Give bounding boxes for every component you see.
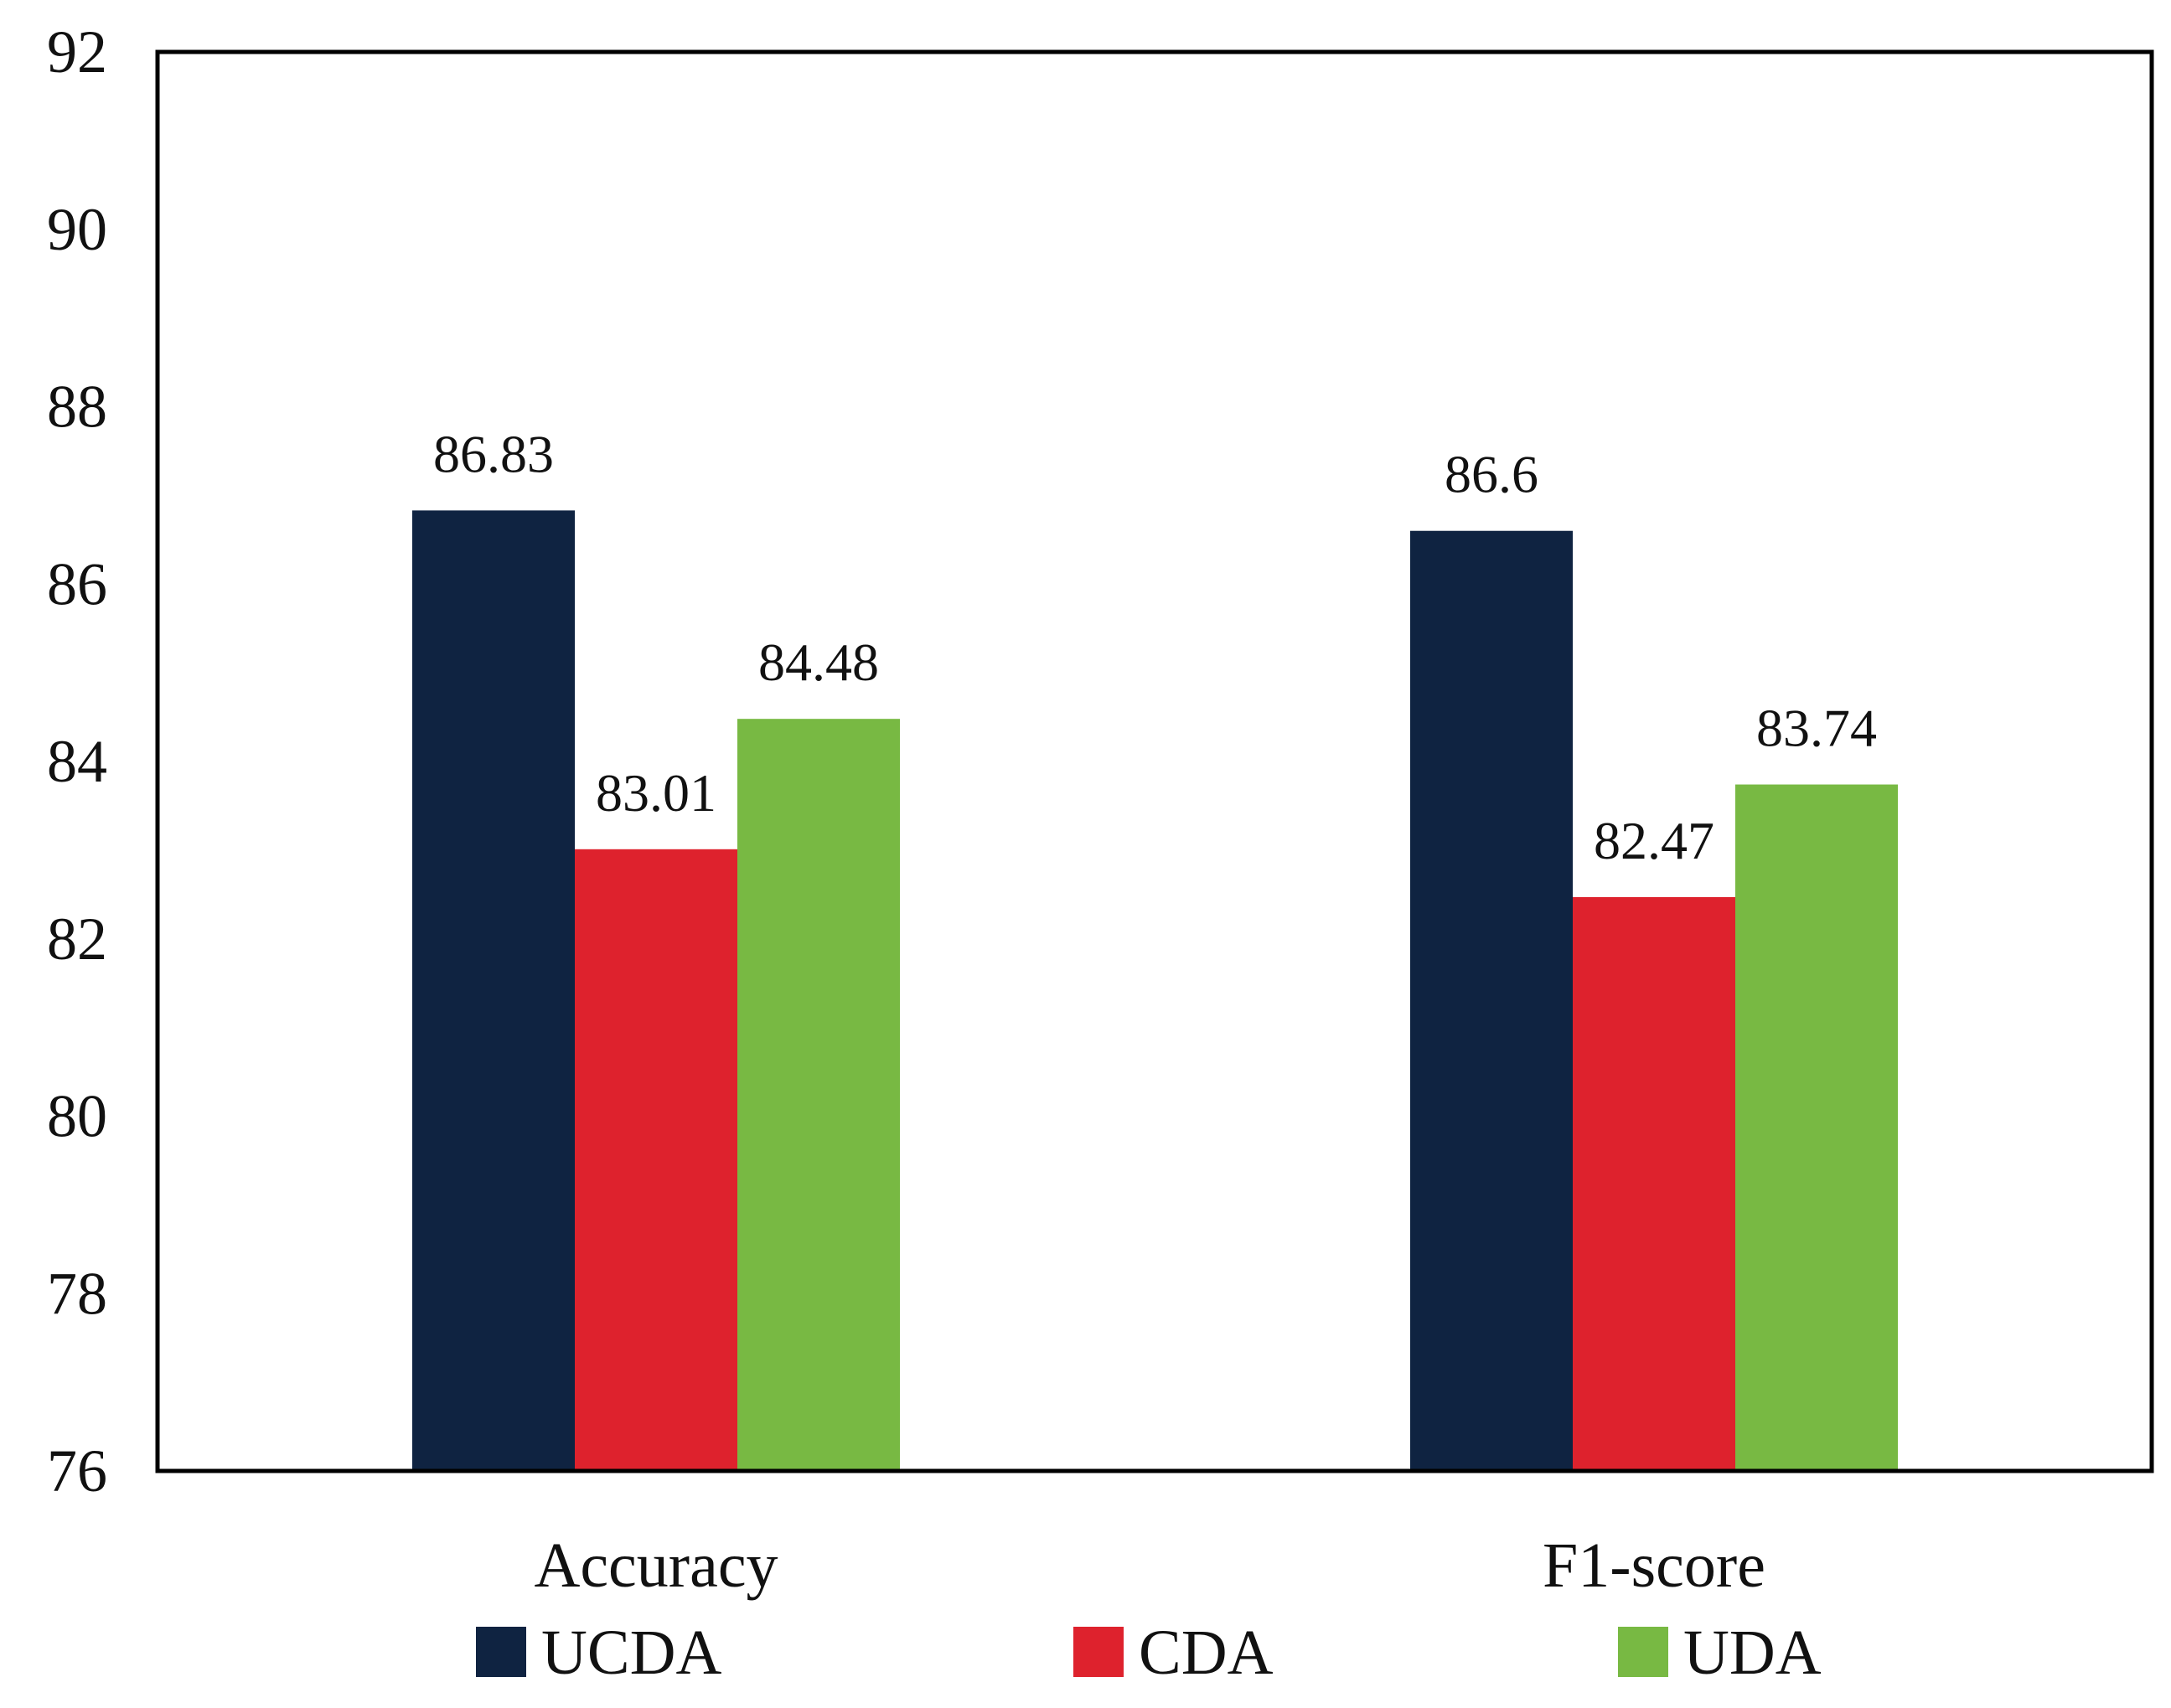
y-axis-ticks: 76 78 80 82 84 86 88 90 92 xyxy=(47,18,107,1504)
legend-swatch-ucda xyxy=(476,1627,526,1677)
data-label-cda-accuracy: 83.01 xyxy=(596,763,716,823)
y-tick-label-80: 80 xyxy=(47,1083,107,1150)
bar-cda-f1-score xyxy=(1573,896,1735,1471)
bar-cda-accuracy xyxy=(575,849,737,1471)
legend-label-uda: UDA xyxy=(1683,1618,1822,1688)
bar-ucda-accuracy xyxy=(412,510,575,1471)
category-label-f1-score: F1-score xyxy=(1543,1530,1765,1601)
legend-swatch-uda xyxy=(1618,1627,1668,1677)
data-label-uda-f1-score: 83.74 xyxy=(1756,699,1877,758)
y-tick-label-76: 76 xyxy=(47,1437,107,1504)
data-label-ucda-accuracy: 86.83 xyxy=(433,424,554,483)
y-tick-label-92: 92 xyxy=(47,18,107,85)
bars-layer xyxy=(412,510,1898,1471)
data-label-ucda-f1-score: 86.6 xyxy=(1445,445,1538,504)
legend-swatch-cda xyxy=(1073,1627,1124,1677)
category-label-accuracy: Accuracy xyxy=(534,1530,778,1601)
data-label-cda-f1-score: 82.47 xyxy=(1594,811,1714,870)
y-tick-label-90: 90 xyxy=(47,196,107,263)
bar-uda-f1-score xyxy=(1735,784,1898,1471)
x-axis-categories: Accuracy F1-score xyxy=(534,1530,1765,1601)
y-tick-label-78: 78 xyxy=(47,1260,107,1327)
bar-uda-accuracy xyxy=(737,719,900,1471)
y-tick-label-88: 88 xyxy=(47,374,107,441)
y-tick-label-82: 82 xyxy=(47,906,107,973)
legend-label-cda: CDA xyxy=(1139,1618,1274,1688)
data-label-uda-accuracy: 84.48 xyxy=(758,632,879,692)
legend-label-ucda: UCDA xyxy=(541,1618,721,1688)
y-tick-label-84: 84 xyxy=(47,728,107,795)
legend: UCDA CDA UDA xyxy=(476,1618,1822,1688)
bar-ucda-f1-score xyxy=(1410,530,1573,1471)
data-labels-layer: 86.83 83.01 84.48 86.6 82.47 83.74 xyxy=(433,424,1877,870)
plot-frame xyxy=(155,49,2154,1473)
y-tick-label-86: 86 xyxy=(47,550,107,617)
